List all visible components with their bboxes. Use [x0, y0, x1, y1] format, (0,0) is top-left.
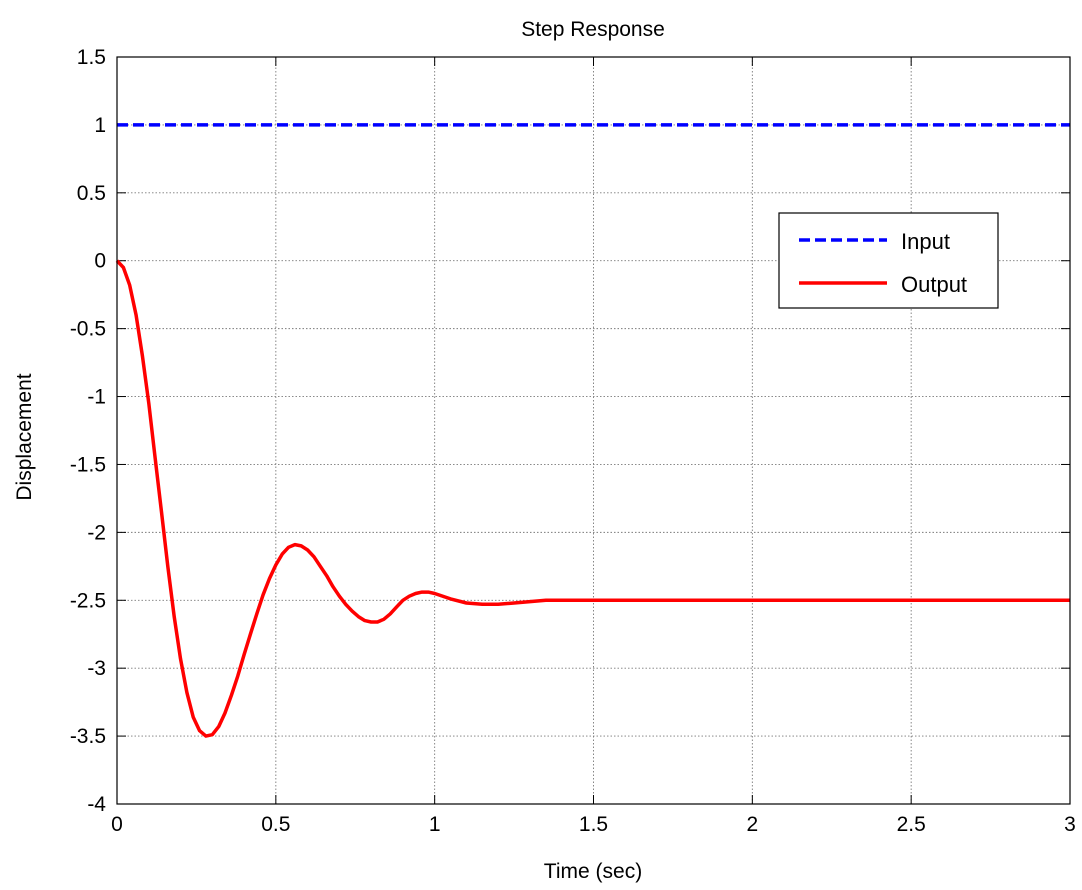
- series-lines: [115, 123, 1070, 738]
- y-tick-label: -1: [87, 386, 106, 409]
- y-tick-label: -4: [87, 793, 106, 816]
- y-tick-label: -3.5: [70, 725, 106, 748]
- legend-label-input: Input: [901, 229, 950, 254]
- y-tick-label: 1.5: [77, 46, 106, 69]
- legend-label-output: Output: [901, 272, 967, 297]
- y-tick-label: -1.5: [70, 453, 106, 476]
- y-tick-label: -2: [87, 521, 106, 544]
- x-tick-label: 0: [111, 813, 123, 836]
- x-tick-labels: 0 0.5 1 1.5 2 2.5 3: [111, 813, 1076, 836]
- axes-background: [117, 57, 1070, 804]
- x-tick-label: 1: [429, 813, 441, 836]
- series-line-output: [115, 259, 1070, 738]
- legend: Input Output: [778, 212, 999, 309]
- x-tick-label: 1.5: [579, 813, 608, 836]
- y-tick-label: -3: [87, 657, 106, 680]
- y-tick-label: 0.5: [77, 182, 106, 205]
- chart-title: Step Response: [521, 18, 665, 41]
- x-tick-label: 2.5: [897, 813, 926, 836]
- y-tick-labels: 1.5 1 0.5 0 -0.5 -1 -1.5 -2 -2.5 -3 -3.5 -4: [70, 46, 106, 816]
- y-tick-label: 0: [94, 250, 106, 273]
- y-tick-label: 1: [94, 114, 106, 137]
- y-tick-label: -2.5: [70, 589, 106, 612]
- y-tick-label: -0.5: [70, 318, 106, 341]
- x-tick-label: 2: [746, 813, 758, 836]
- legend-box: [778, 212, 999, 309]
- x-axis-title: Time (sec): [544, 860, 642, 883]
- y-axis-title: Displacement: [13, 373, 36, 500]
- x-tick-label: 0.5: [261, 813, 290, 836]
- x-tick-label: 3: [1064, 813, 1076, 836]
- axes-frame: [116, 56, 1071, 805]
